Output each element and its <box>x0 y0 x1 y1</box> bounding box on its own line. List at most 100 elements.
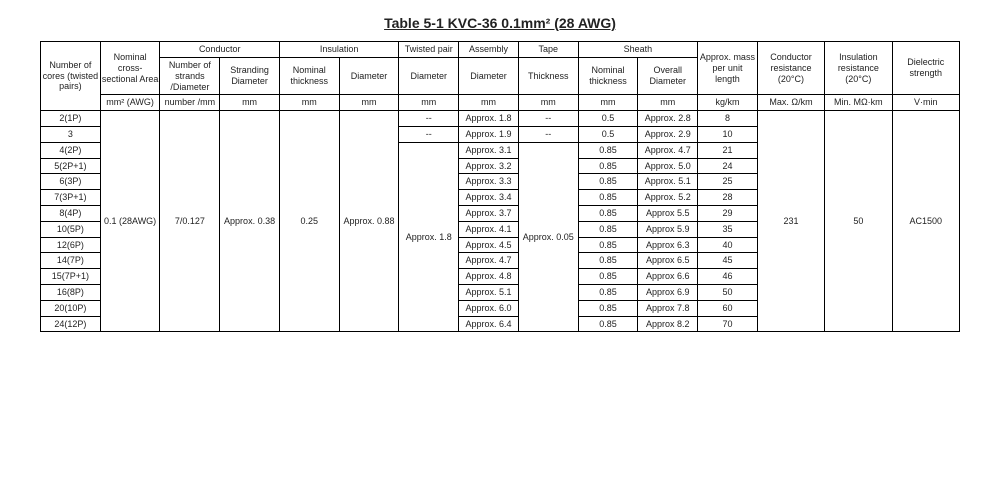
cell-sheath-thick: 0.85 <box>578 174 638 190</box>
cell-sheath-dia: Approx 7.8 <box>638 300 698 316</box>
cell-sheath-dia: Approx 6.6 <box>638 269 698 285</box>
cell-sheath-dia: Approx. 2.8 <box>638 111 698 127</box>
cell-mass: 45 <box>698 253 758 269</box>
cell-sheath-thick: 0.85 <box>578 284 638 300</box>
table-header: Number of cores (twisted pairs) Nominal … <box>41 42 960 111</box>
hdr-cond-strand-unit: mm <box>220 95 280 111</box>
hdr-insulation-group: Insulation <box>279 42 398 58</box>
cell-asm-dia: Approx. 3.4 <box>459 190 519 206</box>
cell-asm-dia: Approx. 6.4 <box>459 316 519 332</box>
cell-mass: 21 <box>698 142 758 158</box>
cell-asm-dia: Approx. 4.5 <box>459 237 519 253</box>
cell-sheath-thick: 0.85 <box>578 158 638 174</box>
cell-sheath-dia: Approx 5.9 <box>638 221 698 237</box>
cell-cores: 12(6P) <box>41 237 101 253</box>
cell-asm-dia: Approx. 3.2 <box>459 158 519 174</box>
cell-tp-dia: Approx. 1.8 <box>399 142 459 332</box>
hdr-ins-dia: Diameter <box>339 58 399 95</box>
cell-sheath-dia: Approx 6.3 <box>638 237 698 253</box>
cell-asm-dia: Approx. 3.7 <box>459 205 519 221</box>
cell-tp-dia: -- <box>399 111 459 127</box>
cell-mass: 25 <box>698 174 758 190</box>
cell-sheath-thick: 0.85 <box>578 190 638 206</box>
hdr-tp-dia-unit: mm <box>399 95 459 111</box>
spec-table: Number of cores (twisted pairs) Nominal … <box>40 41 960 332</box>
cell-asm-dia: Approx. 3.1 <box>459 142 519 158</box>
cell-ins-res: 50 <box>825 111 892 332</box>
cell-tape-thick: -- <box>518 111 578 127</box>
cell-sheath-dia: Approx. 5.2 <box>638 190 698 206</box>
cell-tape-thick: -- <box>518 126 578 142</box>
cell-mass: 29 <box>698 205 758 221</box>
cell-cores: 2(1P) <box>41 111 101 127</box>
cell-sheath-dia: Approx. 2.9 <box>638 126 698 142</box>
cell-cores: 20(10P) <box>41 300 101 316</box>
cell-asm-dia: Approx. 4.7 <box>459 253 519 269</box>
cell-sheath-dia: Approx 6.5 <box>638 253 698 269</box>
cell-sheath-thick: 0.5 <box>578 126 638 142</box>
hdr-ins-thick: Nominal thickness <box>279 58 339 95</box>
hdr-cores: Number of cores (twisted pairs) <box>41 42 101 111</box>
table-row: 2(1P)0.1 (28AWG)7/0.127Approx. 0.380.25A… <box>41 111 960 127</box>
hdr-nominal-unit: mm² (AWG) <box>100 95 160 111</box>
cell-sheath-thick: 0.85 <box>578 300 638 316</box>
cell-asm-dia: Approx. 4.1 <box>459 221 519 237</box>
hdr-asm-dia: Diameter <box>459 58 519 95</box>
hdr-tape-thick: Thickness <box>518 58 578 95</box>
hdr-tp-dia: Diameter <box>399 58 459 95</box>
hdr-asm-dia-unit: mm <box>459 95 519 111</box>
cell-mass: 40 <box>698 237 758 253</box>
hdr-sheath-thick: Nominal thickness <box>578 58 638 95</box>
hdr-tape-group: Tape <box>518 42 578 58</box>
cell-ins-thick: 0.25 <box>279 111 339 332</box>
cell-mass: 50 <box>698 284 758 300</box>
cell-diel: AC1500 <box>892 111 960 332</box>
cell-cores: 6(3P) <box>41 174 101 190</box>
cell-cores: 16(8P) <box>41 284 101 300</box>
cell-asm-dia: Approx. 3.3 <box>459 174 519 190</box>
cell-mass: 8 <box>698 111 758 127</box>
cell-tape-thick: Approx. 0.05 <box>518 142 578 332</box>
cell-sheath-dia: Approx. 4.7 <box>638 142 698 158</box>
cell-cores: 3 <box>41 126 101 142</box>
hdr-cond-num-unit: number /mm <box>160 95 220 111</box>
cell-mass: 60 <box>698 300 758 316</box>
cell-cores: 4(2P) <box>41 142 101 158</box>
table-body: 2(1P)0.1 (28AWG)7/0.127Approx. 0.380.25A… <box>41 111 960 332</box>
hdr-insres-unit: Min. MΩ·km <box>825 95 892 111</box>
hdr-ins-dia-unit: mm <box>339 95 399 111</box>
cell-cores: 5(2P+1) <box>41 158 101 174</box>
cell-asm-dia: Approx. 4.8 <box>459 269 519 285</box>
hdr-condres-unit: Max. Ω/km <box>757 95 824 111</box>
cell-cores: 10(5P) <box>41 221 101 237</box>
cell-mass: 10 <box>698 126 758 142</box>
cell-sheath-thick: 0.85 <box>578 316 638 332</box>
cell-sheath-dia: Approx. 5.0 <box>638 158 698 174</box>
table-title: Table 5-1 KVC-36 0.1mm² (28 AWG) <box>40 15 960 31</box>
cell-sheath-thick: 0.85 <box>578 237 638 253</box>
hdr-ins-thick-unit: mm <box>279 95 339 111</box>
cell-cond-res: 231 <box>757 111 824 332</box>
cell-sheath-dia: Approx 6.9 <box>638 284 698 300</box>
cell-sheath-thick: 0.85 <box>578 269 638 285</box>
cell-mass: 35 <box>698 221 758 237</box>
cell-sheath-dia: Approx 8.2 <box>638 316 698 332</box>
cell-mass: 28 <box>698 190 758 206</box>
cell-ins-dia: Approx. 0.88 <box>339 111 399 332</box>
cell-mass: 46 <box>698 269 758 285</box>
hdr-conductor-group: Conductor <box>160 42 279 58</box>
cell-cond-num: 7/0.127 <box>160 111 220 332</box>
cell-cores: 8(4P) <box>41 205 101 221</box>
hdr-sheath-dia-unit: mm <box>638 95 698 111</box>
cell-tp-dia: -- <box>399 126 459 142</box>
cell-sheath-thick: 0.85 <box>578 205 638 221</box>
hdr-tape-thick-unit: mm <box>518 95 578 111</box>
cell-asm-dia: Approx. 5.1 <box>459 284 519 300</box>
hdr-mass-unit: kg/km <box>698 95 758 111</box>
cell-mass: 70 <box>698 316 758 332</box>
cell-asm-dia: Approx. 1.8 <box>459 111 519 127</box>
cell-asm-dia: Approx. 6.0 <box>459 300 519 316</box>
hdr-insres: Insulation resistance (20°C) <box>825 42 892 95</box>
hdr-sheath-dia: Overall Diameter <box>638 58 698 95</box>
hdr-cond-num: Number of strands /Diameter <box>160 58 220 95</box>
